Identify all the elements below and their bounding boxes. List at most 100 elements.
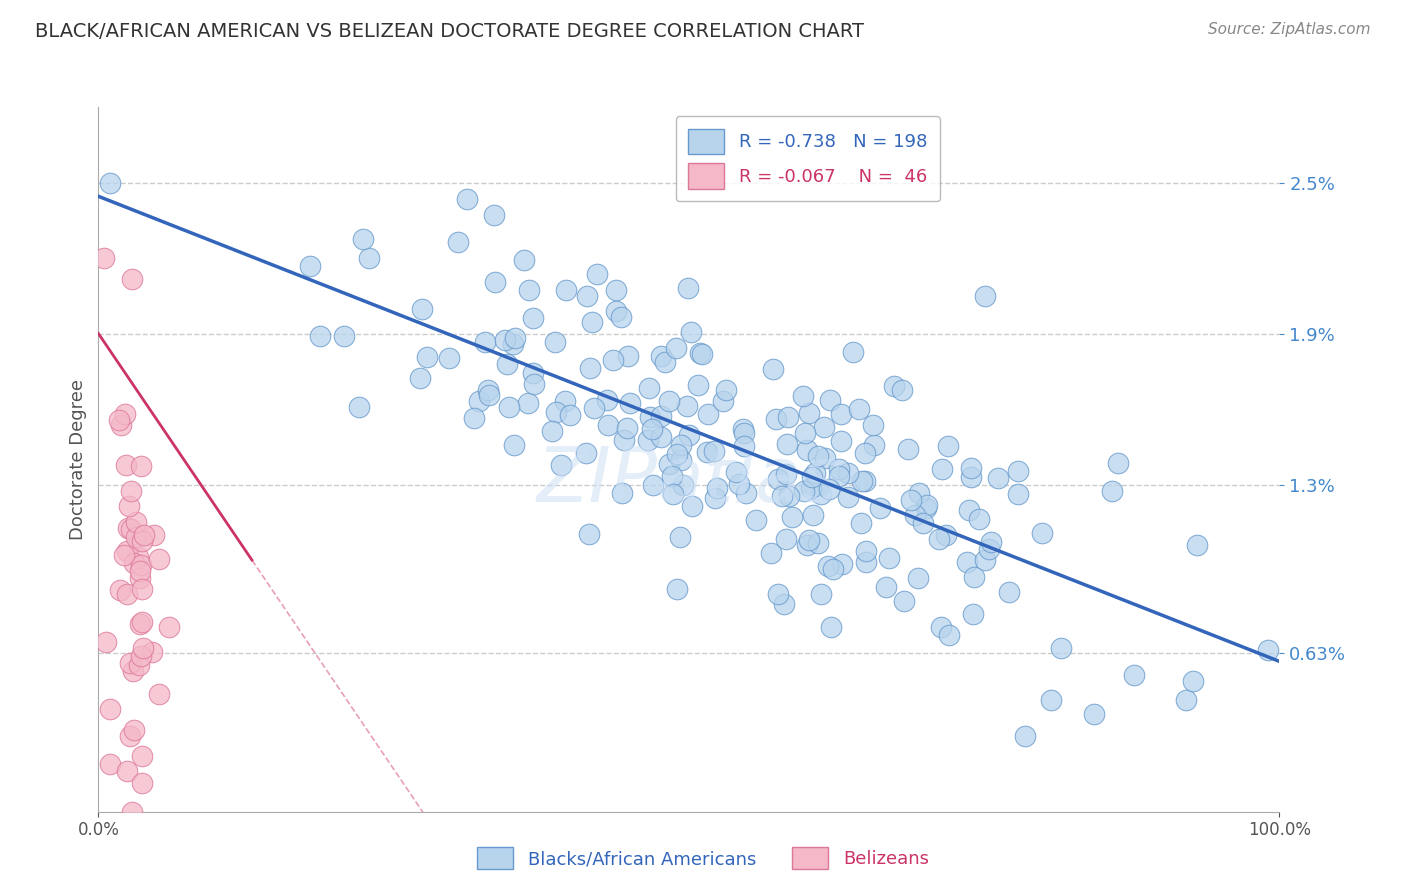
Point	[638, 409, 661, 424]
Point	[122, 723, 145, 738]
Point	[828, 469, 851, 483]
Point	[576, 289, 599, 303]
Point	[775, 533, 797, 547]
Point	[862, 418, 884, 433]
Point	[977, 541, 1000, 556]
Point	[541, 424, 564, 438]
Point	[793, 484, 815, 499]
Point	[494, 333, 516, 347]
Point	[359, 252, 381, 266]
Point	[131, 534, 153, 549]
Point	[463, 411, 485, 425]
Point	[127, 550, 149, 565]
Point	[157, 620, 180, 634]
Point	[148, 551, 170, 566]
Point	[973, 552, 995, 566]
Point	[477, 384, 499, 398]
Point	[517, 284, 540, 298]
Point	[669, 453, 692, 467]
Point	[602, 353, 624, 368]
Point	[778, 489, 800, 503]
Point	[605, 283, 627, 297]
Point	[676, 399, 699, 413]
Point	[907, 571, 929, 585]
Point	[904, 508, 927, 522]
Point	[299, 259, 322, 273]
Point	[98, 756, 121, 771]
Point	[897, 442, 920, 457]
Point	[114, 407, 136, 421]
Point	[800, 470, 823, 484]
Point	[794, 425, 817, 440]
Point	[132, 528, 155, 542]
Point	[411, 301, 433, 316]
Point	[696, 445, 718, 459]
Point	[851, 474, 873, 488]
Point	[447, 235, 470, 250]
Point	[770, 489, 793, 503]
Point	[962, 607, 984, 622]
Point	[792, 390, 814, 404]
Point	[797, 533, 820, 547]
Point	[928, 532, 950, 546]
Point	[1007, 487, 1029, 501]
Point	[915, 501, 938, 516]
Point	[689, 346, 711, 360]
Point	[1175, 693, 1198, 707]
Point	[131, 749, 153, 764]
Point	[658, 457, 681, 471]
Point	[690, 347, 713, 361]
Point	[613, 434, 636, 448]
Point	[128, 658, 150, 673]
Point	[814, 451, 837, 466]
Point	[578, 526, 600, 541]
Point	[796, 538, 818, 552]
Point	[148, 686, 170, 700]
Point	[120, 729, 142, 743]
Point	[129, 570, 152, 584]
Point	[517, 396, 540, 410]
Point	[855, 555, 877, 569]
Point	[502, 438, 524, 452]
Point	[579, 361, 602, 376]
Text: BLACK/AFRICAN AMERICAN VS BELIZEAN DOCTORATE DEGREE CORRELATION CHART: BLACK/AFRICAN AMERICAN VS BELIZEAN DOCTO…	[35, 22, 865, 41]
Text: ZIPatlas: ZIPatlas	[536, 443, 842, 517]
Point	[581, 315, 603, 329]
Point	[131, 615, 153, 629]
Point	[142, 527, 165, 541]
Point	[352, 232, 374, 246]
Point	[935, 528, 957, 542]
Point	[879, 551, 901, 566]
Point	[641, 422, 664, 436]
Point	[120, 656, 142, 670]
Point	[544, 405, 567, 419]
Point	[837, 466, 859, 480]
Point	[782, 509, 804, 524]
Point	[1007, 464, 1029, 478]
Point	[554, 394, 576, 409]
Point	[672, 478, 695, 492]
Point	[560, 409, 582, 423]
Point	[711, 394, 734, 409]
Point	[349, 400, 371, 414]
Point	[409, 371, 432, 385]
Point	[308, 329, 330, 343]
Point	[503, 331, 526, 345]
Point	[842, 345, 865, 359]
Point	[637, 434, 659, 448]
Point	[110, 418, 132, 433]
Point	[586, 267, 609, 281]
Point	[121, 272, 143, 286]
Point	[669, 530, 692, 544]
Point	[643, 478, 665, 492]
Point	[93, 251, 115, 265]
Point	[848, 402, 870, 417]
Point	[900, 493, 922, 508]
Point	[671, 438, 693, 452]
Point	[714, 383, 737, 397]
Point	[1181, 673, 1204, 688]
Point	[661, 469, 683, 483]
Point	[665, 341, 688, 355]
Point	[959, 470, 981, 484]
Point	[959, 461, 981, 475]
